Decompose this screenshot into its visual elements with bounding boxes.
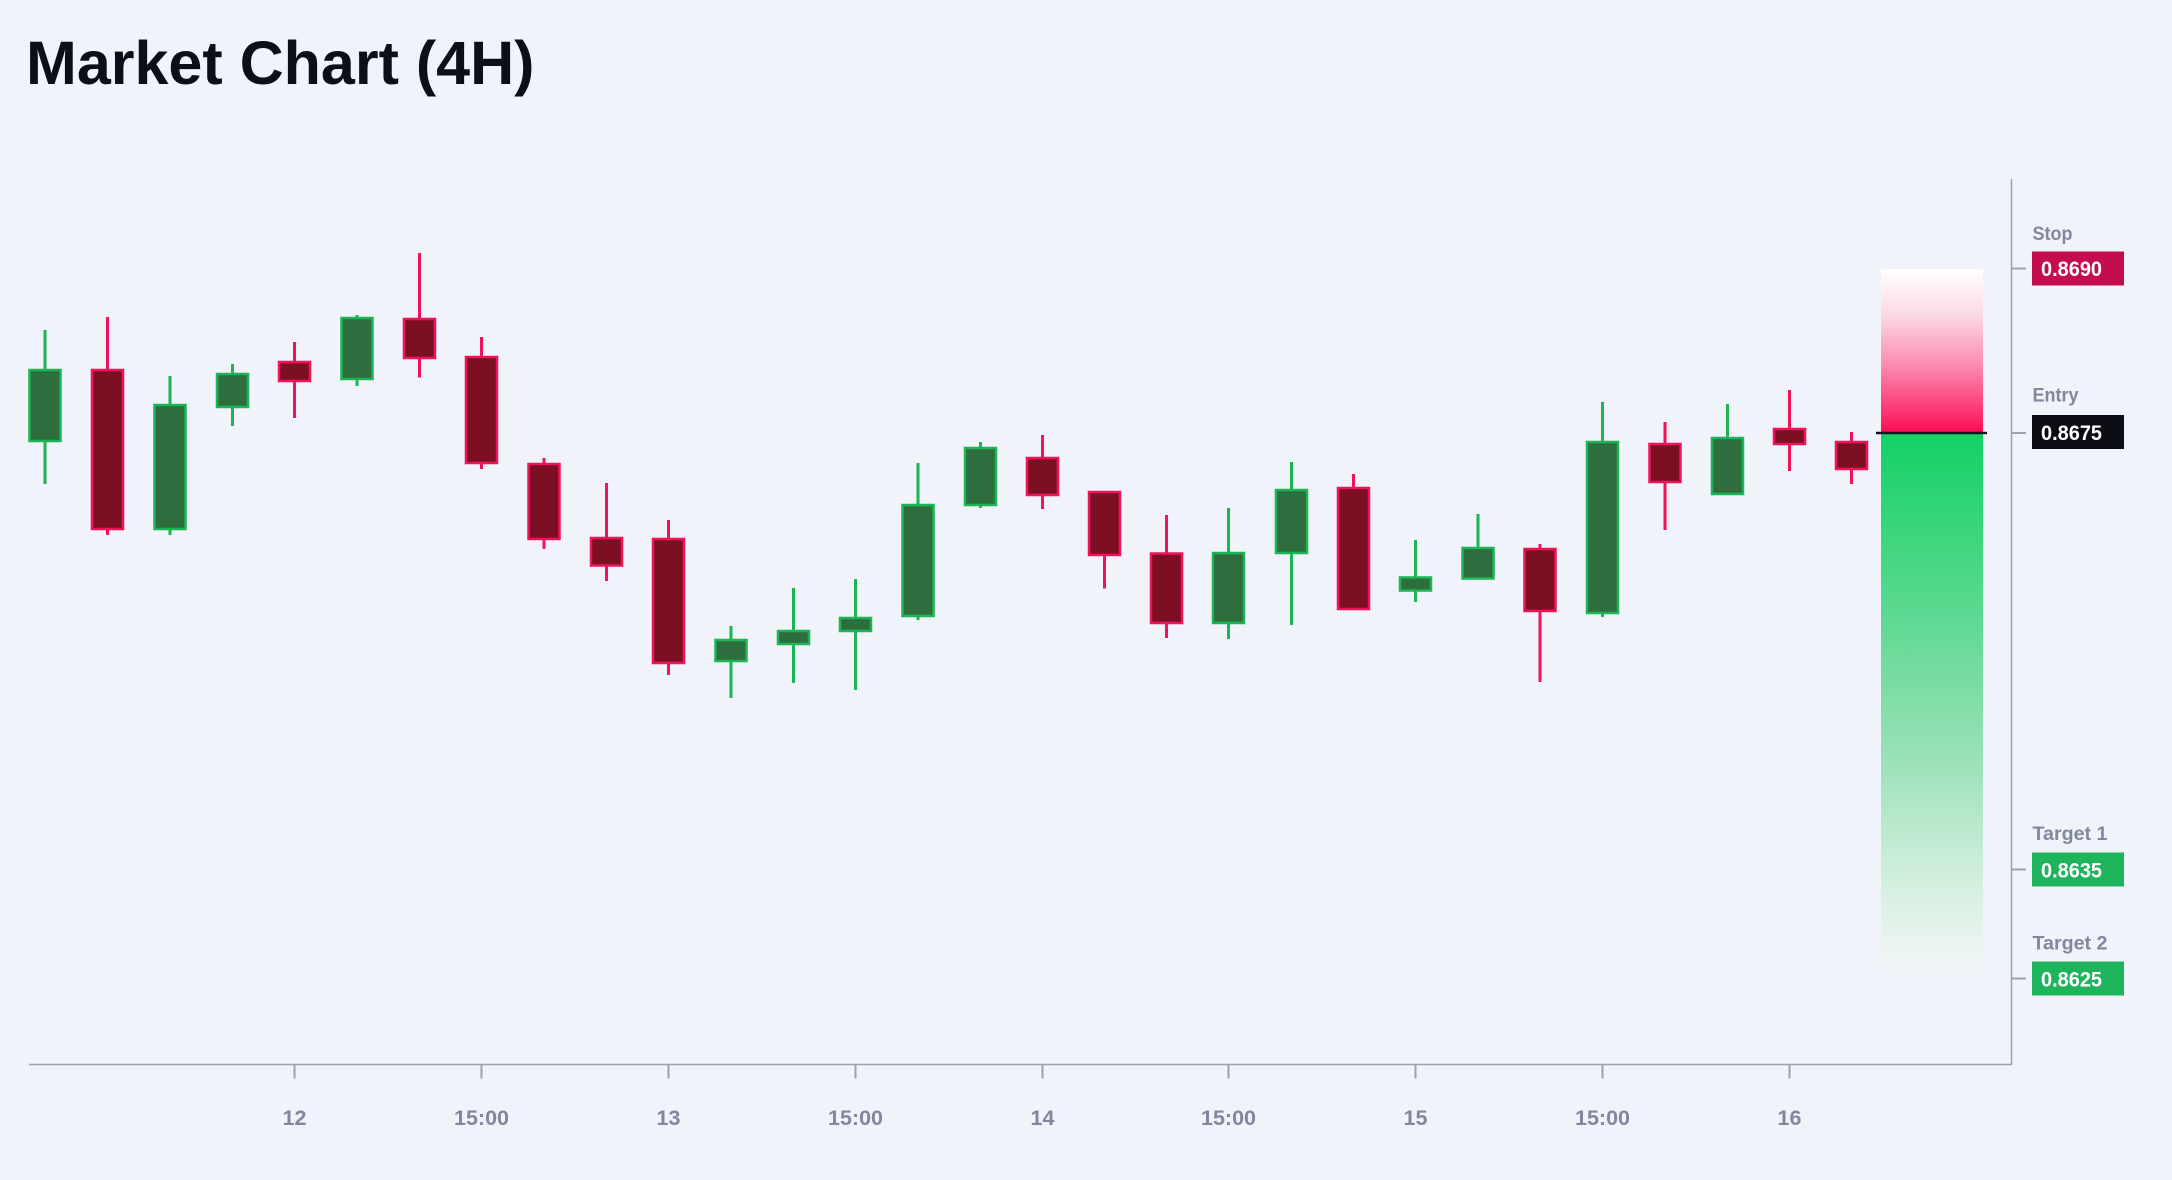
svg-text:Target 2: Target 2 bbox=[2033, 933, 2108, 955]
svg-text:15:00: 15:00 bbox=[454, 1106, 509, 1130]
svg-text:15: 15 bbox=[1404, 1106, 1428, 1130]
svg-text:15:00: 15:00 bbox=[828, 1106, 883, 1130]
svg-text:0.8625: 0.8625 bbox=[2041, 968, 2102, 992]
svg-text:15:00: 15:00 bbox=[1575, 1106, 1630, 1130]
svg-text:16: 16 bbox=[1778, 1106, 1802, 1130]
svg-text:0.8635: 0.8635 bbox=[2041, 859, 2102, 883]
svg-text:14: 14 bbox=[1031, 1106, 1055, 1130]
svg-text:15:00: 15:00 bbox=[1201, 1106, 1256, 1130]
svg-text:Stop: Stop bbox=[2033, 223, 2073, 245]
svg-text:0.8675: 0.8675 bbox=[2041, 421, 2102, 445]
svg-text:13: 13 bbox=[657, 1106, 681, 1130]
svg-text:12: 12 bbox=[283, 1106, 307, 1130]
svg-text:Target 1: Target 1 bbox=[2033, 823, 2108, 845]
svg-text:Entry: Entry bbox=[2033, 385, 2079, 407]
svg-text:0.8690: 0.8690 bbox=[2041, 257, 2102, 281]
